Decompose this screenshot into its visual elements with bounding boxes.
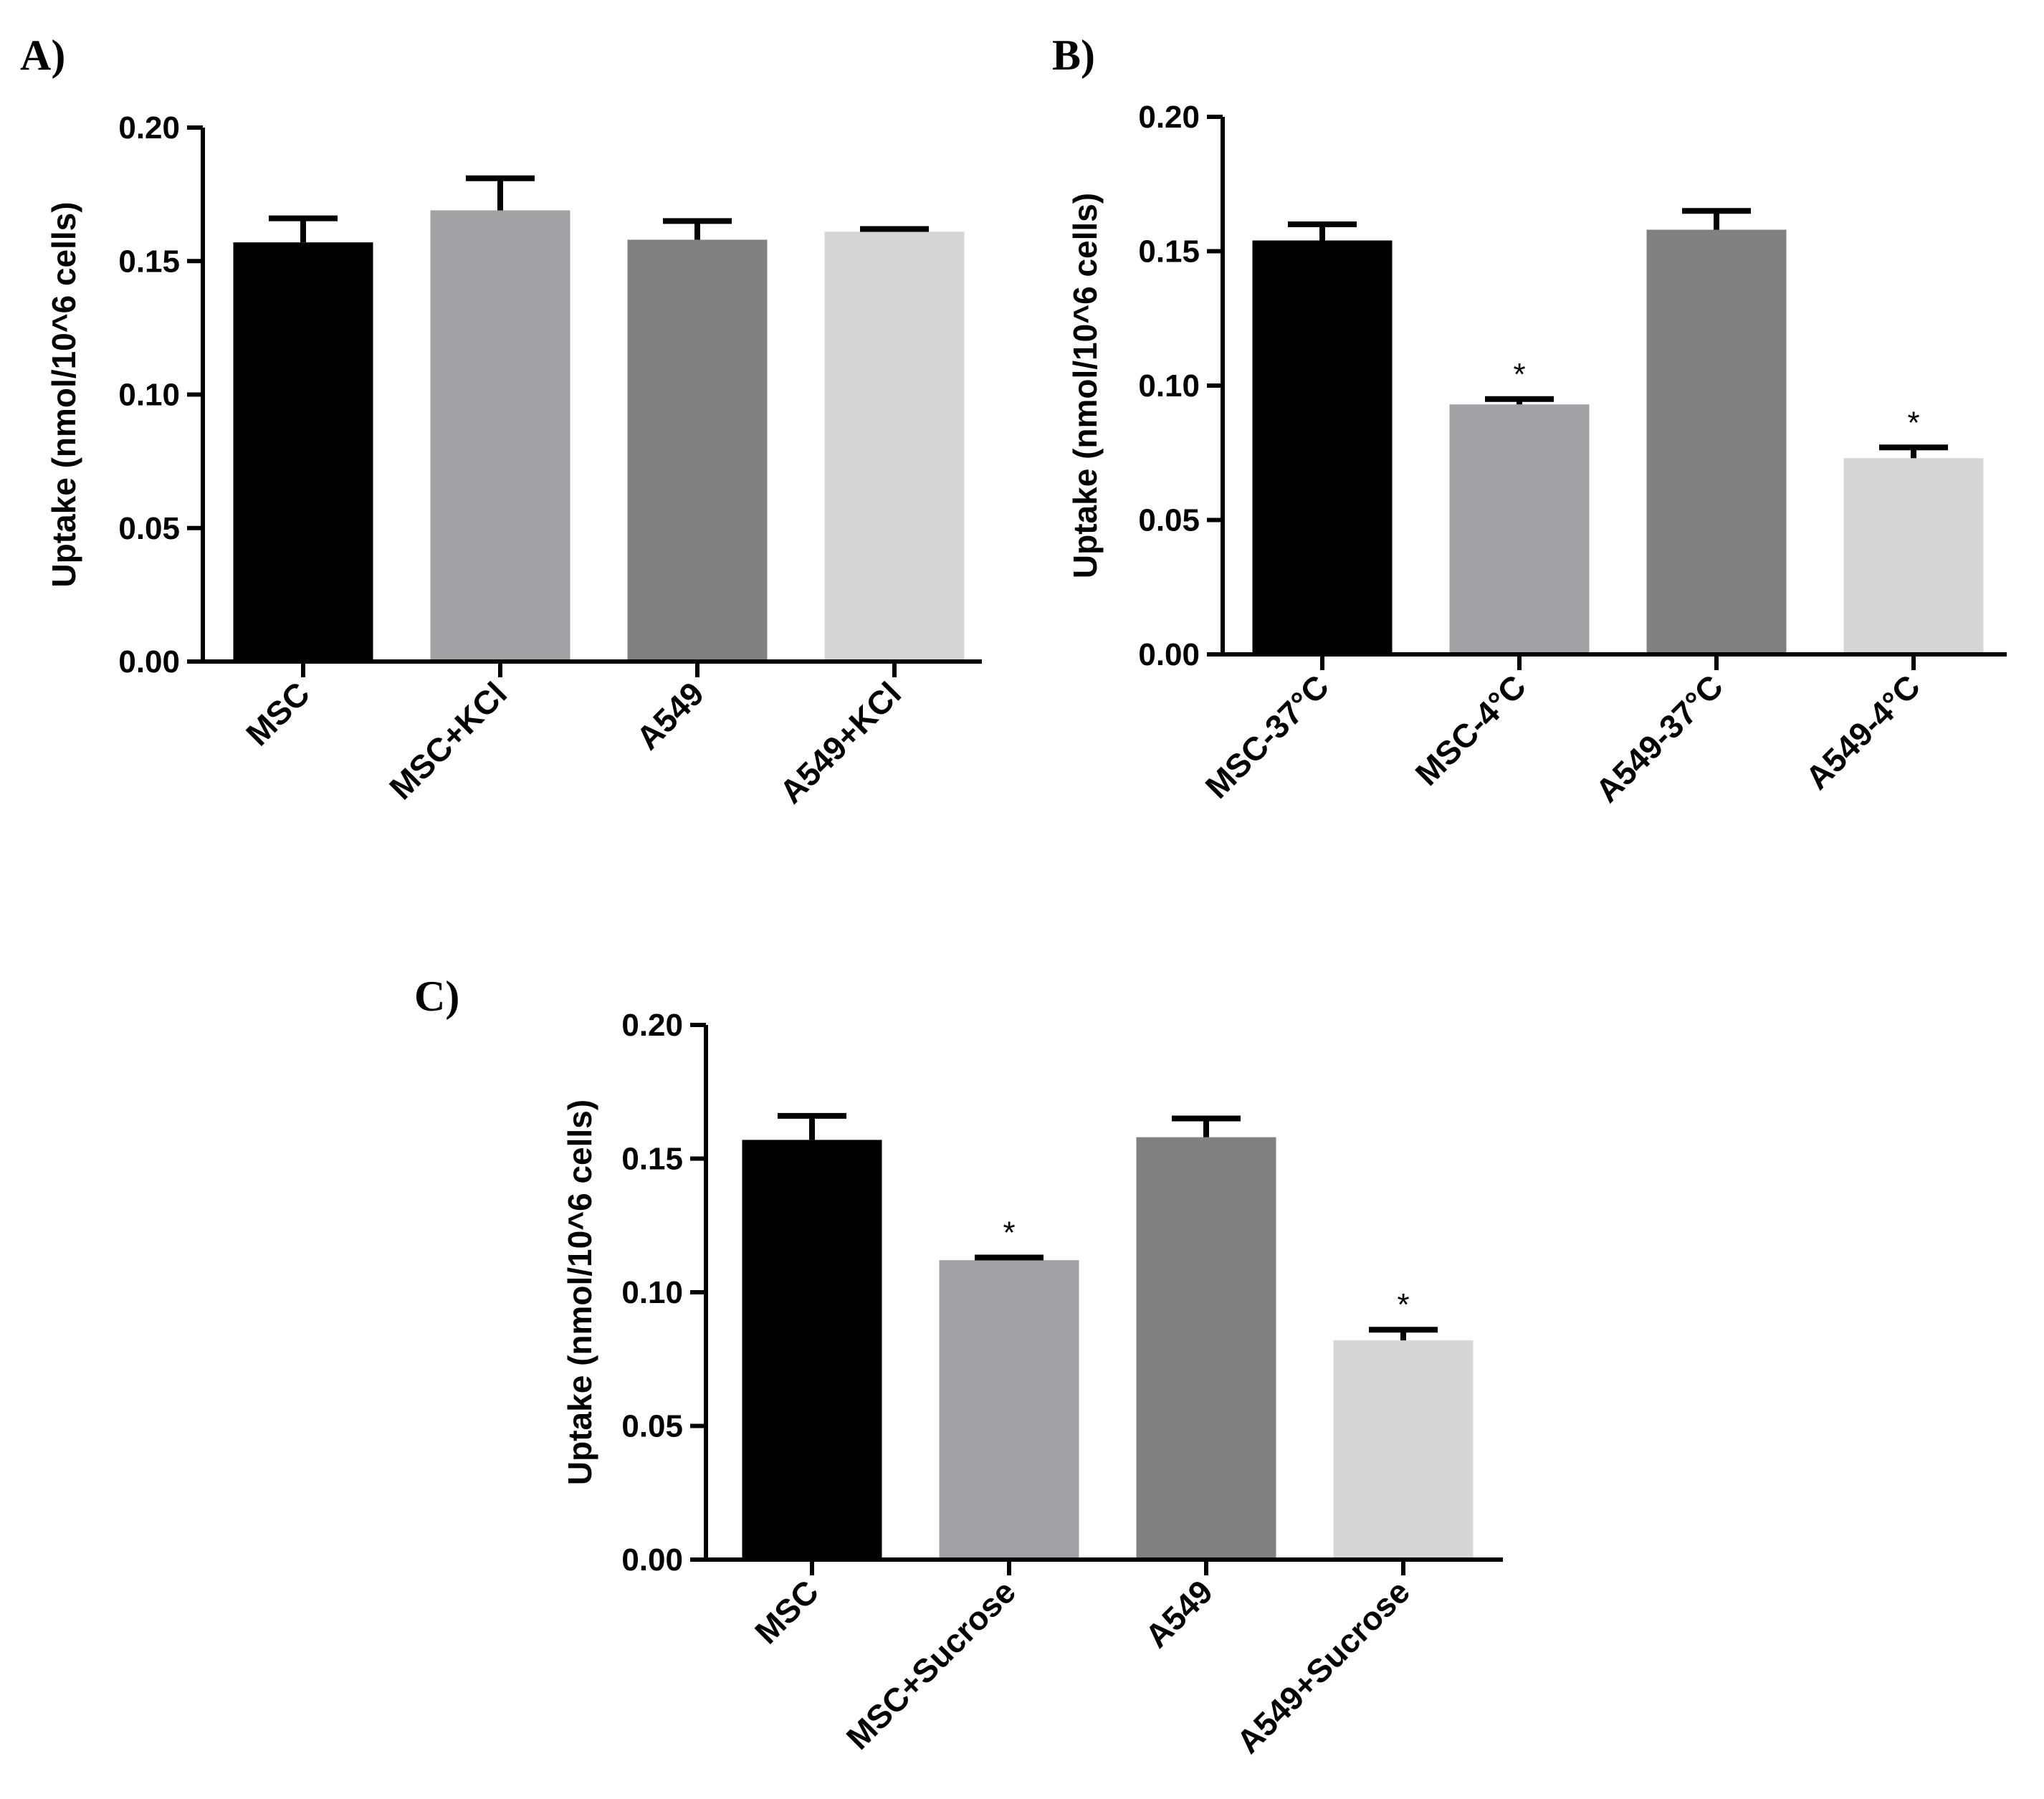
x-category-label: MSC+Sucrose	[839, 1573, 1023, 1756]
x-category-label: MSC-37°C	[1198, 667, 1337, 806]
y-tick-label: 0.15	[1138, 234, 1200, 269]
y-tick-label: 0.00	[621, 1542, 683, 1578]
panel-label: C)	[414, 973, 459, 1020]
x-category-label: MSC	[239, 674, 317, 753]
bar	[1449, 404, 1590, 654]
bar	[1136, 1137, 1276, 1560]
chart-panel-c: C) Uptake (nmol/10^6 cells) * * 0.00 0.05 0.10…	[414, 973, 1503, 1760]
y-tick-label: 0.00	[1138, 637, 1200, 672]
y-tick-label: 0.10	[118, 378, 180, 413]
x-category-label: MSC-4°C	[1408, 667, 1533, 792]
x-category-label: A549-4°C	[1798, 667, 1927, 796]
y-tick-label: 0.05	[621, 1409, 683, 1444]
x-category-label: MSC+KCl	[382, 674, 514, 806]
y-axis-title: Uptake (nmol/10^6 cells)	[1066, 193, 1104, 578]
bar	[233, 242, 373, 662]
chart-panel-a: A) Uptake (nmol/10^6 cells) 0.00 0.05 0.10 0.…	[20, 32, 982, 811]
x-category-label: A549-37°C	[1588, 667, 1730, 809]
y-tick-label: 0.20	[1138, 100, 1200, 135]
bar	[1843, 458, 1984, 654]
panel-label: A)	[20, 32, 65, 79]
bar	[939, 1260, 1079, 1560]
y-tick-label: 0.20	[118, 110, 180, 145]
panel-label: B)	[1052, 32, 1095, 79]
x-category-label: MSC	[748, 1573, 826, 1651]
x-category-label: A549+Sucrose	[1229, 1573, 1417, 1760]
significance-marker: *	[1513, 357, 1525, 392]
y-tick-label: 0.10	[1138, 368, 1200, 404]
bar	[1252, 240, 1393, 654]
x-category-label: A549	[629, 674, 712, 757]
x-category-label: A549	[1138, 1573, 1221, 1655]
bar	[430, 210, 570, 662]
y-tick-label: 0.15	[621, 1142, 683, 1177]
y-axis-title: Uptake (nmol/10^6 cells)	[561, 1099, 598, 1485]
significance-marker: *	[1397, 1287, 1409, 1322]
y-tick-label: 0.15	[118, 244, 180, 279]
significance-marker: *	[1907, 405, 1919, 440]
chart-panel-b: B) Uptake (nmol/10^6 cells) * * 0.00 0.05 0.10…	[1052, 32, 2007, 809]
bar	[1646, 229, 1787, 654]
y-tick-label: 0.10	[621, 1275, 683, 1310]
y-tick-label: 0.20	[621, 1008, 683, 1043]
bar	[627, 239, 768, 662]
x-category-label: A549+KCl	[773, 674, 909, 811]
bar	[1333, 1340, 1474, 1560]
bar	[742, 1140, 882, 1560]
y-tick-label: 0.00	[118, 644, 180, 679]
y-tick-label: 0.05	[1138, 503, 1200, 538]
bar	[824, 232, 965, 662]
y-tick-label: 0.05	[118, 511, 180, 546]
significance-marker: *	[1003, 1216, 1015, 1251]
y-axis-title: Uptake (nmol/10^6 cells)	[45, 201, 82, 587]
